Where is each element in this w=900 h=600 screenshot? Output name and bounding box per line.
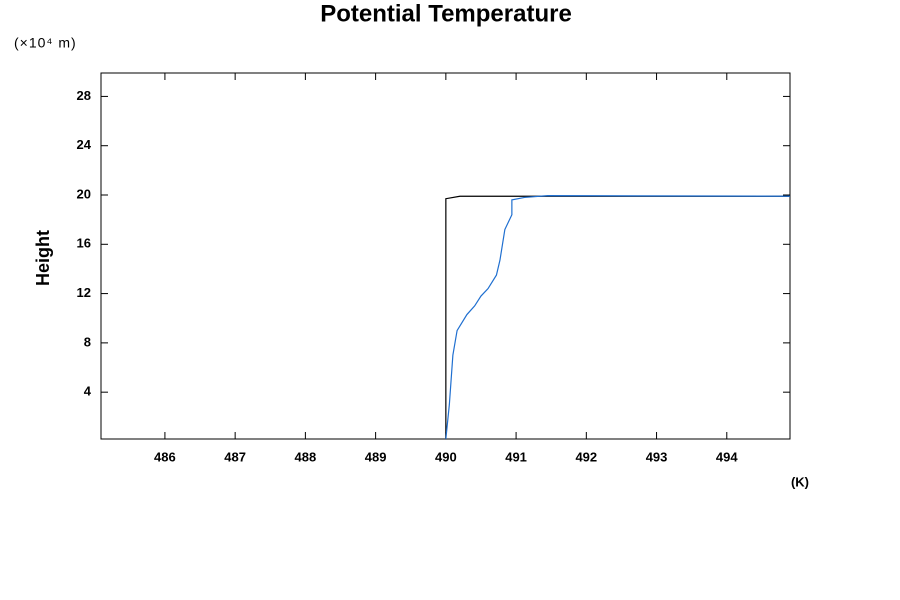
y-tick-label: 28 xyxy=(77,88,91,103)
chart-title: Potential Temperature xyxy=(320,0,572,27)
y-tick-label: 4 xyxy=(84,384,92,399)
y-tick-label: 16 xyxy=(77,236,91,251)
x-tick-label: 487 xyxy=(224,449,246,464)
x-tick-label: 489 xyxy=(365,449,387,464)
y-axis-label: Height xyxy=(33,230,53,286)
x-tick-label: 494 xyxy=(716,449,738,464)
y-tick-label: 12 xyxy=(77,285,91,300)
x-tick-label: 488 xyxy=(295,449,317,464)
x-tick-label: 486 xyxy=(154,449,176,464)
x-tick-label: 491 xyxy=(505,449,527,464)
x-tick-label: 490 xyxy=(435,449,457,464)
series-line xyxy=(445,195,791,440)
y-unit: (×10⁴ m) xyxy=(14,35,77,51)
y-tick-label: 20 xyxy=(77,186,91,201)
x-tick-label: 492 xyxy=(575,449,597,464)
x-unit: (K) xyxy=(791,474,809,489)
y-tick-label: 8 xyxy=(84,334,91,349)
x-tick-label: 493 xyxy=(646,449,668,464)
y-tick-label: 24 xyxy=(77,137,92,152)
